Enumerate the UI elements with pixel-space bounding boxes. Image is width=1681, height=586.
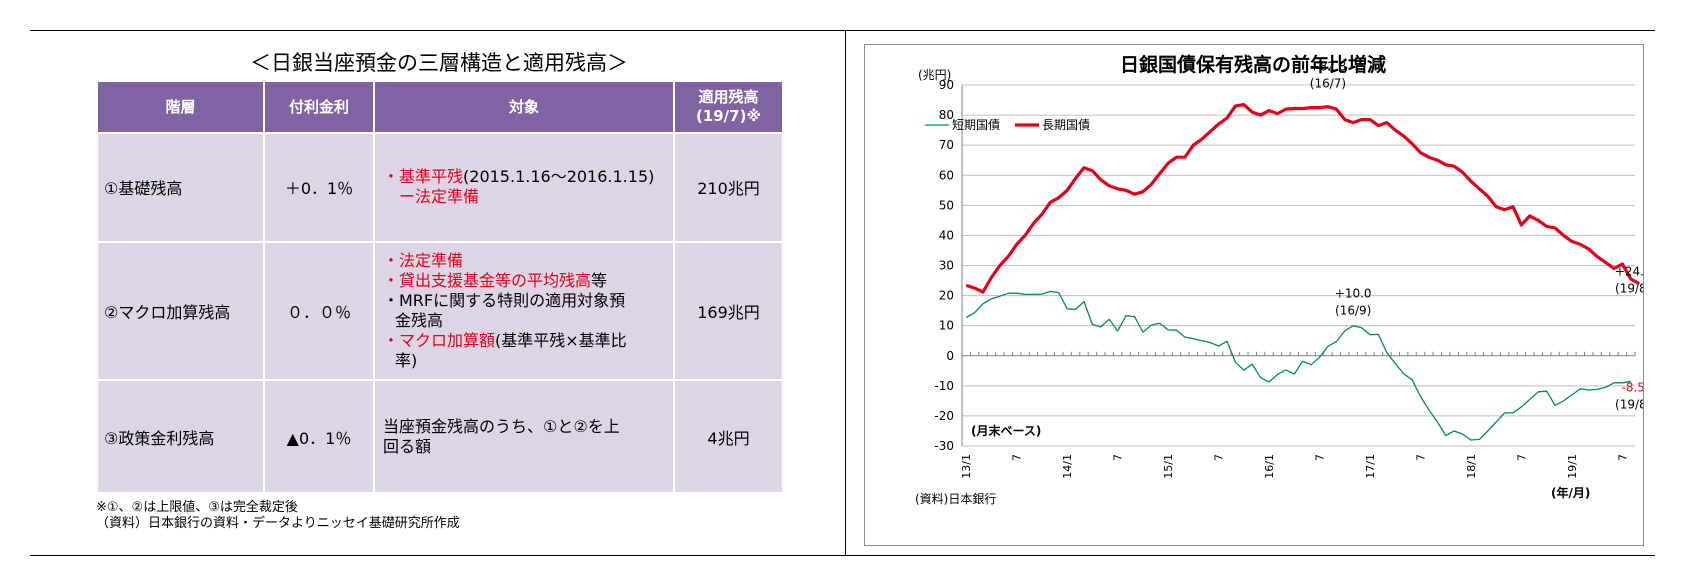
target-line: ・法定準備 bbox=[381, 251, 667, 271]
target-text: 当座預金残高のうち、①と②を上 bbox=[383, 416, 620, 436]
target-text: ・MRFに関する特則の適用対象預 bbox=[383, 290, 626, 310]
table-row-policy: ③政策金利残高 ▲0．1％ 当座預金残高のうち、①と②を上 回る額 4兆円 bbox=[96, 379, 784, 494]
header-balance: 適用残高 (19/7)※ bbox=[673, 80, 784, 134]
tier-cell: ①基礎残高 bbox=[96, 132, 265, 243]
footnote-source: （資料）日本銀行の資料・データよりニッセイ基礎研究所作成 bbox=[96, 516, 460, 531]
frame-bottom-line bbox=[30, 555, 1655, 556]
target-cell: ・法定準備 ・貸出支援基金等の平均残高等 ・MRFに関する特則の適用対象預 金残高 ・マ… bbox=[373, 240, 675, 382]
y-tick-label: 0 bbox=[946, 349, 954, 363]
x-tick-label: 15/1 bbox=[1162, 454, 1175, 479]
annotation-value: -8.5 bbox=[1621, 380, 1643, 394]
basis-note: (月末ベース) bbox=[971, 423, 1041, 438]
target-line: ・基準平残(2015.1.16～2016.1.15) bbox=[381, 167, 667, 187]
annotation-date: (16/7) bbox=[1310, 77, 1346, 91]
table-row-macro: ②マクロ加算残高 ０．０％ ・法定準備 ・貸出支援基金等の平均残高等 ・MRFに関す… bbox=[96, 240, 784, 382]
target-line: 当座預金残高のうち、①と②を上 bbox=[381, 417, 667, 437]
y-tick-label: 80 bbox=[939, 108, 954, 122]
target-text: (基準平残×基準比 bbox=[495, 330, 627, 350]
target-text: ・法定準備 bbox=[383, 250, 464, 270]
header-tier: 階層 bbox=[96, 80, 265, 134]
target-text: ・マクロ加算額 bbox=[383, 330, 496, 350]
y-tick-label: 20 bbox=[939, 289, 954, 303]
chart-title: 日銀国債保有残高の前年比増減 bbox=[1120, 53, 1386, 76]
header-target: 対象 bbox=[373, 80, 675, 134]
footnote-limits: ※①、②は上限値、③は完全裁定後 bbox=[96, 500, 298, 515]
x-tick-label: 7 bbox=[1616, 454, 1629, 461]
y-tick-label: 40 bbox=[939, 228, 954, 242]
target-line: ー法定準備 bbox=[381, 187, 667, 207]
x-tick-label: 13/1 bbox=[960, 454, 973, 479]
legend-label-short: 短期国債 bbox=[952, 117, 1000, 132]
annotation-date: (19/8) bbox=[1615, 397, 1643, 411]
chart-panel: 日銀国債保有残高の前年比増減 (兆円) 90 80 70 60 50 40 30 20 10 0 -10… bbox=[864, 44, 1644, 546]
line-chart: 日銀国債保有残高の前年比増減 (兆円)90 80 70 60 50 40 30 20 10 0 -10… bbox=[915, 53, 1643, 506]
y-tick-label: -20 bbox=[934, 409, 954, 423]
y-tick-label: -10 bbox=[934, 379, 954, 393]
target-line: ・マクロ加算額(基準平残×基準比 bbox=[381, 331, 667, 351]
balance-cell: 169兆円 bbox=[673, 240, 784, 382]
target-text: 金残高 bbox=[395, 310, 444, 330]
annotation-date: (19/8) bbox=[1615, 282, 1643, 296]
target-text: (2015.1.16～2016.1.15) bbox=[463, 167, 655, 187]
target-text: 回る額 bbox=[383, 436, 432, 456]
balance-cell: 210兆円 bbox=[673, 132, 784, 243]
y-tick-label: 10 bbox=[939, 319, 954, 333]
table-header-row: 階層 付利金利 対象 適用残高 (19/7)※ bbox=[96, 80, 784, 134]
x-tick-label: 17/1 bbox=[1364, 454, 1377, 479]
header-rate: 付利金利 bbox=[263, 80, 375, 134]
x-tick-label: 7 bbox=[1213, 454, 1226, 461]
short-term-jgb-line bbox=[965, 290, 1631, 441]
x-axis-label: (年/月) bbox=[1551, 485, 1590, 500]
target-line: 金残高 bbox=[381, 311, 667, 331]
rate-cell: ０．０％ bbox=[263, 240, 375, 382]
target-text: 等 bbox=[591, 270, 608, 290]
x-tick-label: 14/1 bbox=[1061, 454, 1074, 479]
rate-cell: ▲0．1％ bbox=[263, 379, 375, 494]
table-title: ＜日銀当座預金の三層構造と適用残高＞ bbox=[250, 51, 628, 75]
annotation-value: +24.0 bbox=[1615, 265, 1643, 279]
target-line: ・MRFに関する特則の適用対象預 bbox=[381, 291, 667, 311]
balance-cell: 4兆円 bbox=[673, 379, 784, 494]
y-tick-label: 30 bbox=[939, 259, 954, 273]
target-cell: ・基準平残(2015.1.16～2016.1.15) ー法定準備 bbox=[373, 132, 675, 243]
target-line: 回る額 bbox=[381, 437, 667, 457]
target-text: ー法定準備 bbox=[383, 187, 480, 207]
target-line: 率) bbox=[381, 351, 667, 371]
table-row-basic: ①基礎残高 ＋0．1％ ・基準平残(2015.1.16～2016.1.15) ー… bbox=[96, 132, 784, 243]
rate-cell: ＋0．1％ bbox=[263, 132, 375, 243]
annotation-value: +10.0 bbox=[1335, 287, 1372, 301]
x-tick-label: 19/1 bbox=[1566, 454, 1579, 479]
chart-source: (資料)日本銀行 bbox=[915, 492, 996, 506]
target-cell: 当座預金残高のうち、①と②を上 回る額 bbox=[373, 379, 675, 494]
long-term-jgb-line bbox=[965, 102, 1640, 294]
legend-label-long: 長期国債 bbox=[1042, 117, 1090, 132]
tier-cell: ③政策金利残高 bbox=[96, 379, 265, 494]
y-tick-label: -30 bbox=[934, 439, 954, 453]
frame-top-line bbox=[30, 30, 1655, 31]
x-tick-label: 7 bbox=[1011, 454, 1024, 461]
annotation-date: (16/9) bbox=[1335, 304, 1371, 318]
x-tick-label: 7 bbox=[1515, 454, 1528, 461]
annotation-value: +82.8 bbox=[1310, 60, 1347, 74]
target-line: ・貸出支援基金等の平均残高等 bbox=[381, 271, 667, 291]
x-tick-label: 7 bbox=[1112, 454, 1125, 461]
y-axis-unit: (兆円) bbox=[918, 68, 951, 82]
target-text: ・貸出支援基金等の平均残高 bbox=[383, 270, 592, 290]
policy-table: 階層 付利金利 対象 適用残高 (19/7)※ ①基礎残高 ＋0．1％ ・基準平… bbox=[96, 80, 784, 494]
x-tick-label: 7 bbox=[1414, 454, 1427, 461]
x-tick-label: 7 bbox=[1314, 454, 1327, 461]
x-tick-label: 18/1 bbox=[1465, 454, 1478, 479]
y-tick-label: 60 bbox=[939, 168, 954, 182]
y-tick-label: 70 bbox=[939, 138, 954, 152]
frame-divider bbox=[845, 30, 846, 556]
tier-cell: ②マクロ加算残高 bbox=[96, 240, 265, 382]
target-text: 率) bbox=[395, 350, 418, 370]
target-text: ・基準平残 bbox=[383, 167, 464, 187]
y-tick-label: 90 bbox=[939, 78, 954, 92]
y-tick-label: 50 bbox=[939, 198, 954, 212]
x-tick-label: 16/1 bbox=[1263, 454, 1276, 479]
